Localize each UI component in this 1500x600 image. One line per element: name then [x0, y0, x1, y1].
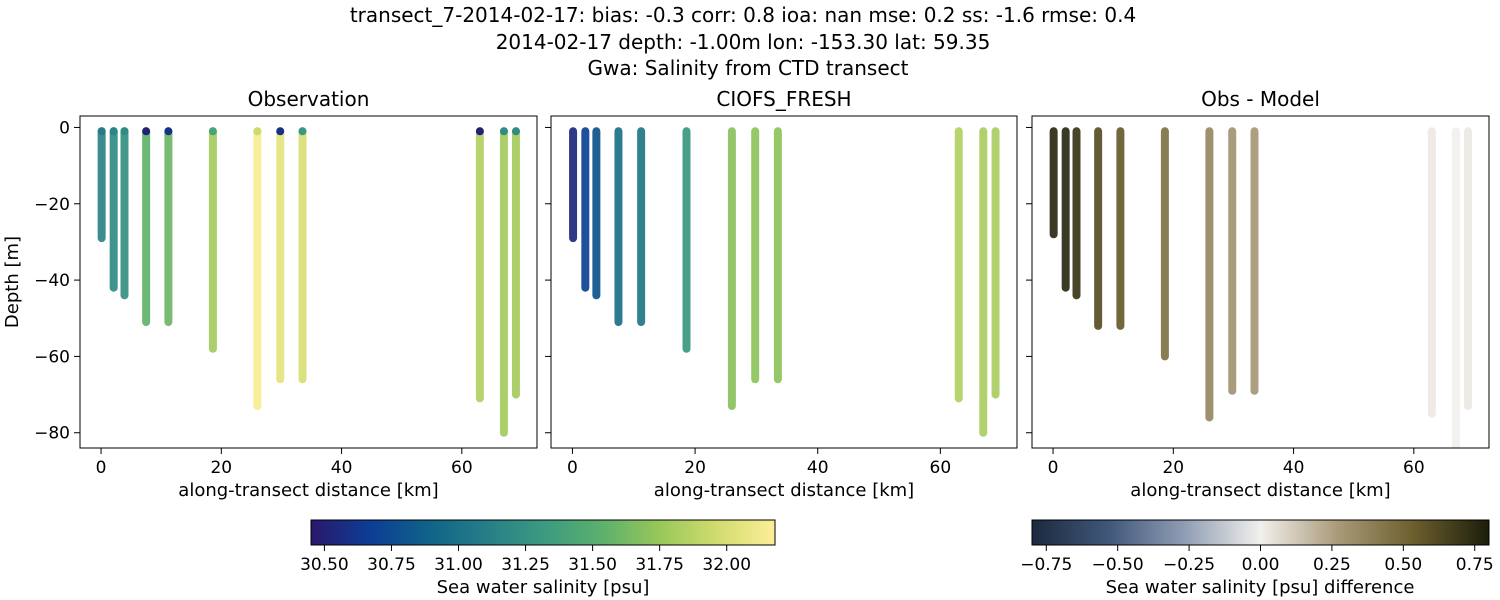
- salinity-colorbar-label: Sea water salinity [psu]: [437, 577, 650, 598]
- y-tick-label: −80: [34, 424, 70, 444]
- salinity-colorbar-gradient: [310, 519, 776, 546]
- cast-0-surface-point: [97, 127, 106, 136]
- cast-7-surface-point: [276, 127, 285, 136]
- cast-5-surface-point: [208, 127, 217, 136]
- colorbar-tick-label: 31.50: [568, 555, 617, 575]
- panel-0-markers: [97, 127, 520, 437]
- cast-8-surface-point: [298, 127, 307, 136]
- panel-2: 0 20 40 60 Obs - Model along-transect distanc…: [1026, 87, 1490, 501]
- cast-1-surface-point: [109, 127, 118, 136]
- x-tick-label: 20: [684, 458, 706, 478]
- colorbar-tick-label: 32.00: [702, 555, 751, 575]
- x-tick-label: 60: [451, 458, 473, 478]
- x-tick-label: 60: [1403, 458, 1425, 478]
- cast-9-surface-point: [475, 127, 484, 136]
- figure-title-line-1: transect_7-2014-02-17: bias: -0.3 corr: …: [350, 3, 1136, 27]
- difference-colorbar-label: Sea water salinity [psu] difference: [1106, 577, 1415, 598]
- colorbar-tick-label: 30.75: [367, 555, 416, 575]
- colorbar-tick-label: −0.25: [1163, 555, 1215, 575]
- panel-0-title: Observation: [248, 87, 370, 111]
- panel-0-frame: [79, 115, 538, 449]
- colorbars-group: Sea water salinity [psu] 30.50 30.75 31.00…: [300, 519, 1494, 598]
- panel-0-xlabel: along-transect distance [km]: [178, 480, 438, 501]
- cast-6-surface-point: [253, 127, 262, 136]
- panel-2-markers: [1049, 127, 1472, 448]
- cast-2-surface-point: [120, 127, 129, 136]
- colorbar-tick-label: −0.50: [1092, 555, 1144, 575]
- x-tick-label: 20: [210, 458, 232, 478]
- difference-colorbar-gradient: [1031, 519, 1490, 546]
- x-tick-label: 0: [567, 458, 578, 478]
- y-tick-label: −40: [34, 271, 70, 291]
- panel-1-frame: [550, 115, 1018, 449]
- panel-2-frame: [1031, 115, 1490, 449]
- salinity-colorbar: Sea water salinity [psu] 30.50 30.75 31.00…: [300, 519, 776, 598]
- figure-title-line-2: 2014-02-17 depth: -1.00m lon: -153.30 la…: [496, 30, 991, 54]
- colorbar-tick-label: 0.00: [1242, 555, 1280, 575]
- x-tick-label: 0: [96, 458, 107, 478]
- colorbar-tick-label: 0.75: [1456, 555, 1494, 575]
- panel-0: 0 20 40 60 0 −20 −40 −60 −80 Observation along-tra…: [2, 87, 538, 501]
- cast-4-surface-point: [164, 127, 173, 136]
- colorbar-tick-label: 0.50: [1384, 555, 1422, 575]
- x-tick-label: 40: [807, 458, 829, 478]
- x-tick-label: 60: [930, 458, 952, 478]
- panel-2-title: Obs - Model: [1201, 87, 1320, 111]
- difference-colorbar: Sea water salinity [psu] difference −0.7…: [1020, 519, 1494, 598]
- colorbar-tick-label: 31.00: [434, 555, 483, 575]
- cast-3-surface-point: [142, 127, 151, 136]
- panel-1-markers: [569, 127, 1000, 437]
- y-tick-label: −20: [34, 195, 70, 215]
- panel-2-xlabel: along-transect distance [km]: [1130, 480, 1390, 501]
- colorbar-tick-label: 0.25: [1313, 555, 1351, 575]
- x-tick-label: 20: [1162, 458, 1184, 478]
- x-tick-label: 40: [1283, 458, 1305, 478]
- cast-10-surface-point: [499, 127, 508, 136]
- panel-1: 0 20 40 60 CIOFS_FRESH along-transect distanc…: [545, 87, 1018, 501]
- y-tick-label: 0: [59, 118, 70, 138]
- panel-1-xlabel: along-transect distance [km]: [654, 480, 914, 501]
- cast-11-surface-point: [511, 127, 520, 136]
- colorbar-tick-label: 31.75: [635, 555, 684, 575]
- colorbar-tick-label: 31.25: [501, 555, 550, 575]
- x-tick-label: 40: [331, 458, 353, 478]
- panel-1-title: CIOFS_FRESH: [716, 87, 851, 111]
- y-tick-label: −60: [34, 347, 70, 367]
- colorbar-tick-label: −0.75: [1020, 555, 1072, 575]
- colorbar-tick-label: 30.50: [300, 555, 349, 575]
- panels-group: 0 20 40 60 0 −20 −40 −60 −80 Observation along-tra…: [2, 87, 1490, 501]
- figure-title-line-3: Gwa: Salinity from CTD transect: [588, 56, 909, 80]
- panel-0-ylabel: Depth [m]: [2, 236, 23, 328]
- x-tick-label: 0: [1048, 458, 1059, 478]
